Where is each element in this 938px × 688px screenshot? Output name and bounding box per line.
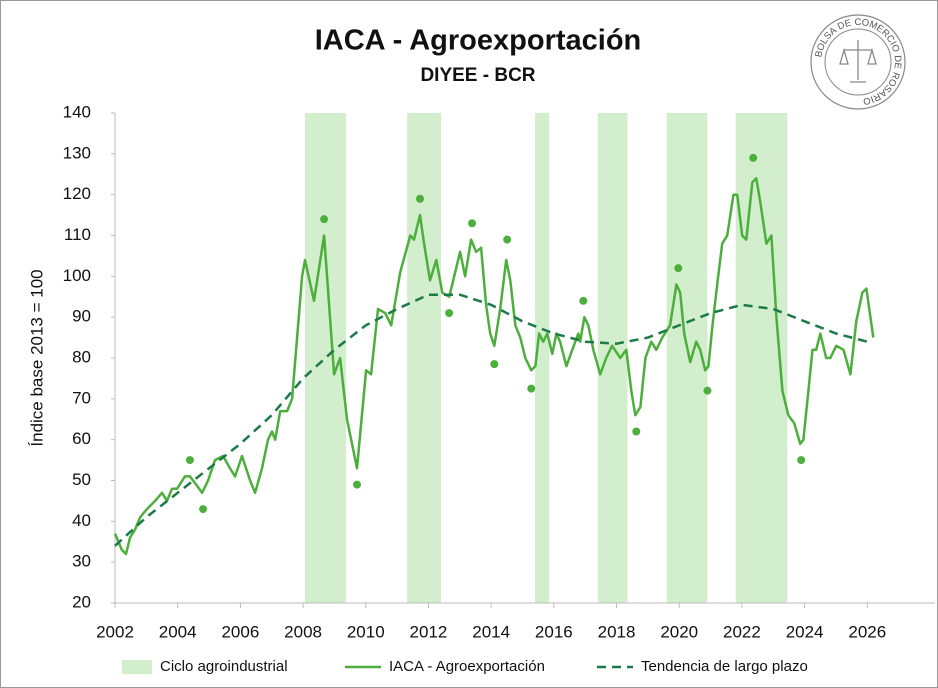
turning-point	[527, 384, 536, 393]
y-tick-label: 140	[63, 102, 91, 121]
turning-point	[703, 386, 712, 395]
cycle-band	[407, 113, 441, 603]
legend-label: Tendencia de largo plazo	[641, 658, 808, 675]
turning-point	[415, 194, 424, 203]
logo-scales	[839, 40, 877, 83]
x-tick-label: 2016	[535, 622, 573, 641]
turning-point	[749, 153, 758, 162]
turning-point	[320, 215, 329, 224]
x-tick-label: 2008	[284, 622, 322, 641]
y-tick-label: 20	[72, 592, 91, 611]
y-tick-label: 90	[72, 307, 91, 326]
legend-label: IACA - Agroexportación	[389, 658, 545, 675]
y-axis-title: Índice base 2013 = 100	[27, 269, 46, 446]
legend-label: Ciclo agroindustrial	[160, 658, 288, 675]
logo-ring	[810, 14, 906, 110]
trend-line	[114, 293, 868, 547]
x-tick-label: 2006	[221, 622, 259, 641]
iaca-line	[113, 177, 875, 556]
turning-point	[674, 264, 683, 273]
turning-point	[468, 219, 477, 228]
y-tick-label: 50	[72, 470, 91, 489]
turning-point	[352, 480, 361, 489]
turning-point	[503, 235, 512, 244]
turning-point	[445, 309, 454, 318]
turning-point	[185, 456, 194, 465]
logo-ring	[824, 28, 892, 96]
cycle-band	[666, 113, 708, 603]
x-tick-label: 2022	[723, 622, 761, 641]
x-tick-label: 2002	[96, 622, 134, 641]
x-tick-label: 2024	[786, 622, 824, 641]
y-tick-label: 120	[63, 184, 91, 203]
x-tick-label: 2012	[410, 622, 448, 641]
y-tick-label: 110	[64, 225, 91, 244]
y-tick-label: 30	[72, 552, 91, 571]
turning-point	[199, 505, 208, 514]
turning-point	[490, 360, 499, 369]
x-tick-label: 2004	[159, 622, 197, 641]
x-tick-label: 2020	[660, 622, 698, 641]
chart-subtitle: DIYEE - BCR	[420, 65, 535, 86]
legend-swatch	[122, 660, 152, 674]
turning-point	[579, 296, 588, 305]
turning-point	[797, 456, 806, 465]
cycle-band	[535, 113, 550, 603]
x-tick-label: 2026	[848, 622, 886, 641]
y-tick-label: 130	[63, 143, 91, 162]
y-tick-label: 70	[72, 388, 91, 407]
cycle-band	[597, 113, 628, 603]
y-tick-label: 100	[63, 266, 91, 285]
chart-title: IACA - Agroexportación	[315, 25, 642, 57]
y-tick-label: 40	[72, 511, 91, 530]
x-tick-label: 2010	[347, 622, 385, 641]
y-tick-label: 60	[72, 429, 91, 448]
x-tick-label: 2018	[598, 622, 636, 641]
y-tick-label: 80	[72, 347, 91, 366]
turning-point	[632, 427, 641, 436]
logo: BOLSA DE COMERCIO DE ROSARIO	[810, 14, 906, 110]
x-tick-label: 2014	[472, 622, 510, 641]
